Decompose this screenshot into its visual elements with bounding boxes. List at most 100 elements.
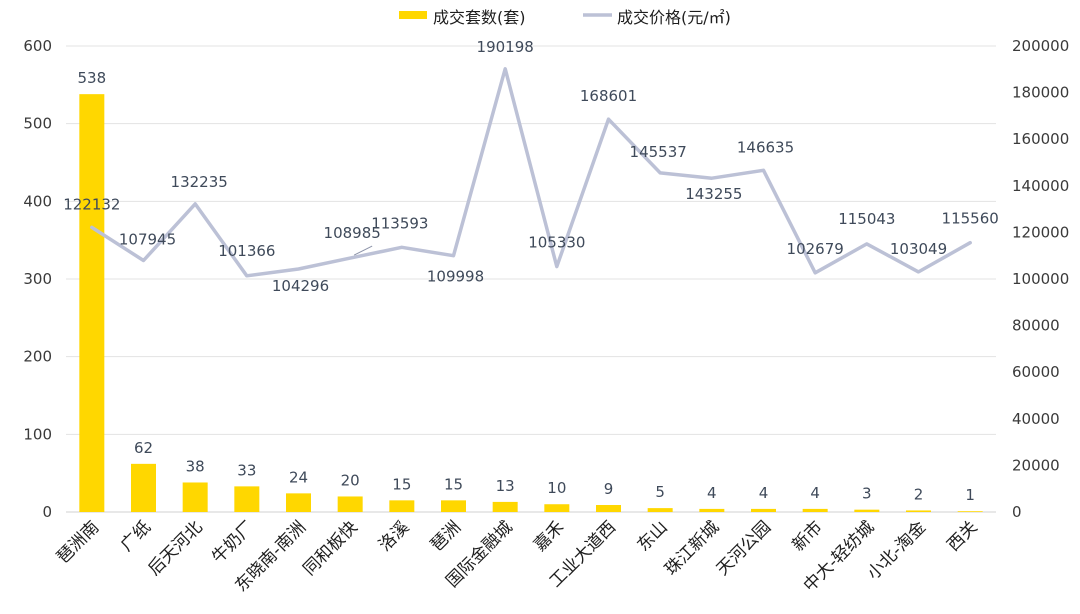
- left-tick-label: 100: [23, 425, 52, 443]
- line-value-label: 115043: [838, 210, 895, 228]
- bar-value-label: 9: [604, 480, 614, 498]
- line-series: [90, 67, 972, 278]
- legend-line-label: 成交价格(元/㎡): [617, 8, 731, 27]
- bar: [492, 501, 518, 512]
- left-tick-label: 600: [23, 37, 52, 55]
- left-tick-label: 200: [23, 348, 52, 366]
- bar: [337, 496, 363, 512]
- line-value-label: 109998: [427, 268, 484, 286]
- label-leader-line: [353, 245, 373, 256]
- left-tick-label: 500: [23, 115, 52, 133]
- bar-value-label: 62: [134, 439, 153, 457]
- bar-value-label: 24: [289, 468, 308, 486]
- line-value-label: 132235: [171, 173, 228, 191]
- category-label: 牛奶厂: [208, 517, 258, 567]
- bar-value-label: 5: [655, 483, 665, 501]
- line-value-label: 104296: [272, 277, 329, 295]
- price-line: [90, 67, 972, 278]
- category-label: 洛溪: [375, 517, 413, 555]
- left-tick-label: 400: [23, 192, 52, 210]
- bar: [596, 505, 621, 512]
- right-tick-label: 200000: [1012, 37, 1069, 55]
- bar: [234, 486, 260, 512]
- line-value-label: 143255: [685, 185, 742, 203]
- bar: [647, 508, 673, 512]
- right-tick-label: 20000: [1012, 456, 1060, 474]
- bar-value-label: 15: [444, 475, 463, 493]
- line-value-label: 101366: [218, 242, 275, 260]
- right-tick-label: 60000: [1012, 363, 1060, 381]
- bar: [751, 508, 776, 512]
- line-data-labels: 122132 107945 132235 101366 104296 1089851135…: [63, 38, 999, 295]
- bar: [182, 482, 208, 512]
- line-value-label: 122132: [63, 195, 120, 213]
- category-label: 天河公园: [713, 517, 775, 579]
- category-label: 珠江新城: [661, 517, 723, 579]
- right-tick-label: 160000: [1012, 130, 1069, 148]
- line-value-label: 190198: [477, 38, 534, 56]
- line-value-label: 115560: [942, 210, 999, 228]
- legend-bar-swatch: [399, 11, 427, 19]
- category-label: 后天河北: [144, 517, 206, 579]
- category-label: 广纸: [117, 517, 155, 555]
- category-label: 西关: [944, 517, 982, 555]
- left-tick-label: 0: [42, 503, 52, 521]
- line-value-label: 105330: [528, 234, 585, 252]
- bar-value-label: 15: [392, 475, 411, 493]
- right-tick-label: 40000: [1012, 410, 1060, 428]
- bar: [441, 500, 466, 512]
- category-label: 新市: [789, 517, 827, 555]
- bar-value-label: 3: [862, 485, 872, 503]
- line-value-label: 146635: [737, 138, 794, 156]
- legend-bar-label: 成交套数(套): [433, 8, 526, 27]
- gridlines: [66, 45, 996, 513]
- right-axis-ticks: 0 20000 40000 60000 80000 100000 120000 140000 1…: [1012, 37, 1069, 521]
- left-tick-label: 300: [23, 270, 52, 288]
- right-tick-label: 120000: [1012, 223, 1069, 241]
- bar-value-label: 4: [810, 484, 820, 502]
- bar: [957, 511, 983, 512]
- bar: [389, 500, 415, 512]
- line-value-label: 145537: [630, 143, 687, 161]
- bar-value-label: 10: [547, 479, 566, 497]
- right-tick-label: 0: [1012, 503, 1022, 521]
- legend: 成交套数(套) 成交价格(元/㎡): [399, 8, 731, 27]
- category-label: 嘉禾: [530, 517, 568, 555]
- bar-data-labels: 538 62 38 33 24 20 15 15 13 10 9 5 4 4 4 3 2 1: [78, 69, 975, 504]
- bar: [699, 508, 725, 512]
- category-label: 东山: [634, 517, 672, 555]
- category-label: 琶洲南: [53, 517, 103, 567]
- line-value-label: 113593: [371, 214, 428, 232]
- line-value-label: 103049: [890, 240, 947, 258]
- bar-value-label: 538: [78, 69, 107, 87]
- bar-value-label: 38: [186, 457, 205, 475]
- right-tick-label: 180000: [1012, 84, 1069, 102]
- right-tick-label: 80000: [1012, 317, 1060, 335]
- bar-series: [79, 94, 983, 513]
- line-value-label: 102679: [787, 240, 844, 258]
- line-value-label: 168601: [580, 87, 637, 105]
- right-tick-label: 100000: [1012, 270, 1069, 288]
- bar-value-label: 4: [759, 484, 769, 502]
- bar: [79, 94, 105, 513]
- bar-value-label: 1: [965, 486, 975, 504]
- bar: [286, 493, 311, 512]
- bar-value-label: 13: [496, 477, 515, 495]
- bar-value-label: 4: [707, 484, 717, 502]
- bar: [906, 510, 931, 512]
- bar: [802, 508, 828, 512]
- bar-value-label: 33: [237, 461, 256, 479]
- right-tick-label: 140000: [1012, 177, 1069, 195]
- bar: [544, 504, 570, 512]
- category-label: 琶洲: [427, 517, 465, 555]
- line-value-label: 107945: [119, 230, 176, 248]
- bar: [854, 509, 880, 512]
- category-label: 同和板快: [299, 517, 361, 579]
- bar-value-label: 2: [914, 485, 924, 503]
- line-value-label: 108985: [324, 224, 381, 242]
- bar-value-label: 20: [341, 471, 360, 489]
- left-axis-ticks: 0 100 200 300 400 500 600: [23, 37, 52, 521]
